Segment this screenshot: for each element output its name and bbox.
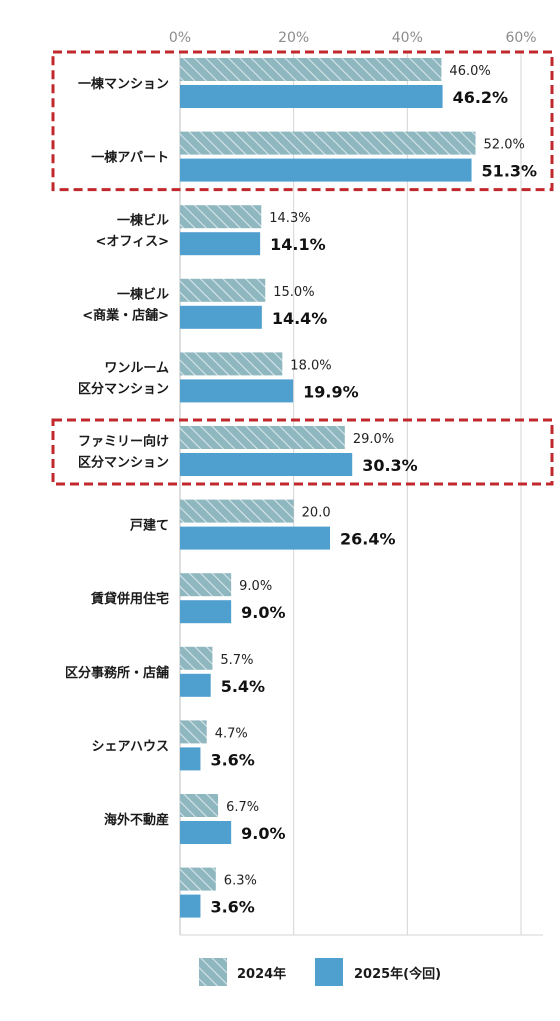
value-label-2025: 26.4% (340, 530, 396, 549)
bar-2025 (180, 305, 262, 329)
value-label-2024: 18.0% (290, 358, 331, 373)
value-label-2025: 30.3% (362, 456, 418, 475)
bar-2025 (180, 894, 201, 918)
category-label: ファミリー向け (78, 434, 169, 450)
highlight-box (51, 50, 554, 192)
value-label-2024: 6.3% (224, 874, 257, 889)
category-label: シェアハウス (92, 739, 169, 754)
category-label: 一棟アパート (91, 150, 169, 166)
bar-2024 (180, 352, 283, 376)
value-label-2024: 46.0% (449, 64, 490, 79)
value-label-2024: 9.0% (239, 579, 272, 594)
bar-2024 (180, 720, 207, 744)
value-label-2024: 4.7% (215, 726, 248, 741)
value-label-2025: 9.0% (241, 824, 285, 843)
category-label: <商業・店舗> (82, 307, 169, 323)
bar-2024 (180, 58, 442, 81)
bar-2024 (180, 794, 219, 817)
value-label-2025: 5.4% (221, 677, 265, 696)
legend-label-2025: 2025年(今回) (354, 966, 441, 982)
legend-swatch-2024 (199, 958, 227, 986)
bar-2024 (180, 573, 232, 597)
x-tick-label: 40% (392, 30, 423, 46)
gridlines (179, 52, 543, 936)
bar-2024 (180, 426, 345, 449)
category-label: 一棟ビル (117, 286, 169, 302)
bar-2025 (180, 232, 261, 256)
value-label-2024: 14.3% (269, 211, 310, 226)
value-label-2025: 51.3% (482, 162, 538, 181)
bar-2024 (180, 867, 216, 891)
highlight-box (51, 418, 554, 486)
category-label: 区分マンション (78, 455, 169, 471)
value-label-2025: 46.2% (453, 88, 509, 107)
legend-label-2024: 2024年 (237, 966, 286, 982)
x-tick-label: 20% (278, 30, 309, 46)
category-label: 一棟マンション (78, 76, 169, 92)
x-tick-label: 0% (169, 30, 191, 46)
highlight-boxes (51, 50, 554, 486)
value-label-2024: 6.7% (226, 800, 259, 815)
category-label: 一棟ビル (117, 213, 169, 229)
bar-2025 (180, 85, 443, 108)
bar-2025 (180, 600, 232, 624)
value-label-2025: 14.1% (270, 235, 326, 254)
x-axis-ticks: 0% 20% 40% 60% (169, 30, 537, 46)
value-label-2024: 15.0% (273, 285, 314, 300)
bar-2025 (180, 747, 201, 771)
value-label-2024: 29.0% (353, 432, 394, 447)
value-label-2024: 52.0% (484, 138, 525, 153)
category-label: 賃貸併用住宅 (90, 591, 169, 607)
bar-2025 (180, 821, 232, 844)
category-label: ワンルーム (104, 361, 169, 376)
category-label: <オフィス> (95, 235, 169, 250)
category-label: 戸建て (130, 518, 169, 534)
bar-2025 (180, 526, 331, 550)
bar-2024 (180, 646, 213, 670)
category-label: 区分事務所・店舗 (65, 665, 169, 681)
x-tick-label: 60% (505, 30, 536, 46)
bar-2024 (180, 131, 476, 155)
bar-2024 (180, 205, 262, 229)
value-label-2024: 5.7% (220, 653, 253, 668)
value-label-2025: 3.6% (210, 750, 254, 769)
category-label: 海外不動産 (104, 812, 169, 828)
category-label: 区分マンション (78, 381, 169, 397)
value-label-2025: 14.4% (272, 309, 328, 328)
bar-2025 (180, 379, 294, 403)
bar-2025 (180, 453, 353, 476)
bar-2025 (180, 158, 472, 182)
value-label-2025: 3.6% (210, 898, 254, 917)
value-label-2025: 19.9% (303, 382, 359, 401)
value-label-2024: 20.0 (302, 506, 331, 521)
bar-2025 (180, 673, 211, 697)
legend: 2024年 2025年(今回) (199, 958, 441, 986)
legend-swatch-2025 (315, 958, 343, 986)
value-label-2025: 9.0% (241, 603, 285, 622)
bars: 46.0% 46.2% 52.0% 51.3% 14.3% 14.1% 15.0% 14.4%… (180, 58, 537, 918)
bar-2024 (180, 499, 294, 523)
bar-2024 (180, 278, 266, 302)
